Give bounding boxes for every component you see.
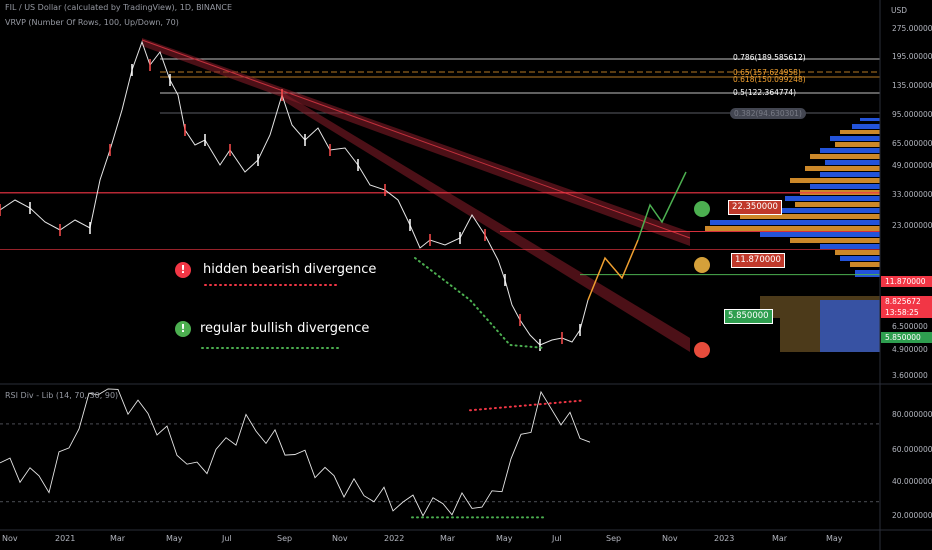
value-area-box: [820, 300, 880, 352]
volume-profile-bar: [810, 184, 880, 189]
warning-red-icon: !: [175, 262, 191, 278]
volume-profile-bar: [840, 130, 880, 134]
y-tick: 275.000000: [892, 24, 932, 33]
x-tick: Jul: [552, 534, 562, 543]
fib-label-05: 0.5(122.364774): [733, 88, 797, 97]
rsi-tick: 40.000000: [892, 477, 932, 486]
rsi-line: [0, 388, 591, 517]
price-pill-lower[interactable]: 5.850000: [724, 309, 773, 324]
volume-profile-bar: [835, 142, 880, 147]
regular-bullish-label: regular bullish divergence: [200, 321, 370, 336]
y-tick: 135.000000: [892, 81, 932, 90]
x-tick: Nov: [662, 534, 678, 543]
hidden-bearish-label: hidden bearish divergence: [203, 262, 377, 277]
projection-green: [637, 171, 687, 241]
fib-label-0786: 0.786(189.585612): [733, 53, 806, 62]
volume-profile-bar: [810, 154, 880, 159]
trendline-band-lower: [282, 92, 690, 352]
x-tick: Jul: [222, 534, 232, 543]
x-tick: Mar: [772, 534, 788, 543]
volume-profile-bar: [790, 178, 880, 183]
currency-label: USD: [890, 6, 907, 15]
volume-profile-bar: [785, 196, 880, 201]
volume-profile-bar: [852, 124, 880, 129]
x-tick: Sep: [606, 534, 622, 543]
x-tick: Nov: [332, 534, 348, 543]
price-line: [0, 40, 589, 346]
x-tick: Mar: [440, 534, 456, 543]
volume-profile-bar: [710, 220, 880, 225]
x-tick: Nov: [2, 534, 18, 543]
rsi-divergence-bear: [469, 399, 583, 412]
x-tick: May: [166, 534, 183, 543]
fib-label-0382: 0.382(94.630301): [730, 108, 806, 119]
fib-label-0618: 0.618(150.099248): [733, 75, 806, 84]
price-tag-11870: 11.870000: [881, 276, 932, 287]
volume-profile-bar: [835, 250, 880, 255]
rsi-tick: 60.000000: [892, 445, 932, 454]
symbol-title: FIL / US Dollar (calculated by TradingVi…: [5, 3, 232, 12]
price-tag-5850: 5.850000: [881, 332, 932, 343]
price-tag-current: 8.825672: [881, 296, 932, 307]
volume-profile-bar: [760, 232, 880, 237]
volume-profile-bar: [830, 136, 880, 141]
warning-green-icon: !: [175, 321, 191, 337]
divergence-price-bull: [414, 257, 546, 349]
fib-label-065: 0.65(157.624958): [733, 68, 801, 77]
volume-profile-bar: [795, 202, 880, 207]
signal-circle-orange: [694, 257, 710, 273]
volume-profile-bar: [805, 166, 880, 171]
signal-circle-red: [694, 342, 710, 358]
x-tick: Sep: [277, 534, 293, 543]
rsi-tick: 20.000000: [892, 511, 932, 520]
x-tick: 2023: [714, 534, 735, 543]
volume-profile-bar: [770, 208, 880, 213]
trendline-upper: [141, 39, 691, 239]
y-tick: 4.900000: [892, 345, 928, 354]
rsi-tick: 80.000000: [892, 410, 932, 419]
volume-profile-bar: [740, 214, 880, 219]
volume-profile-bar: [825, 160, 880, 165]
x-tick: May: [826, 534, 843, 543]
y-tick: 33.000000: [892, 190, 932, 199]
signal-circle-green: [694, 201, 710, 217]
volume-profile-bar: [860, 118, 880, 121]
volume-profile-bar: [705, 226, 880, 231]
volume-profile-bar: [820, 244, 880, 249]
rsi-title: RSI Div - Lib (14, 70, 30, 90): [5, 391, 119, 400]
y-tick: 6.500000: [892, 322, 928, 331]
price-pill-upper[interactable]: 22.350000: [728, 200, 782, 215]
y-tick: 23.000000: [892, 221, 932, 230]
volume-profile-bar: [790, 238, 880, 243]
price-pill-middle[interactable]: 11.870000: [731, 253, 785, 268]
y-tick: 65.000000: [892, 139, 932, 148]
x-tick: Mar: [110, 534, 126, 543]
y-tick: 195.000000: [892, 52, 932, 61]
x-tick: 2022: [384, 534, 405, 543]
volume-profile-bar: [820, 172, 880, 177]
x-tick: May: [496, 534, 513, 543]
volume-profile-bar: [850, 262, 880, 267]
price-tag-countdown: 13:58:25: [881, 307, 932, 318]
volume-profile-bar: [840, 256, 880, 261]
volume-profile-bar: [855, 270, 880, 277]
y-tick: 49.000000: [892, 161, 932, 170]
indicator-title: VRVP (Number Of Rows, 100, Up/Down, 70): [5, 18, 179, 27]
volume-profile-bar: [820, 148, 880, 153]
y-tick: 95.000000: [892, 110, 932, 119]
projection-orange: [587, 239, 639, 301]
x-tick: 2021: [55, 534, 76, 543]
y-tick: 3.600000: [892, 371, 928, 380]
